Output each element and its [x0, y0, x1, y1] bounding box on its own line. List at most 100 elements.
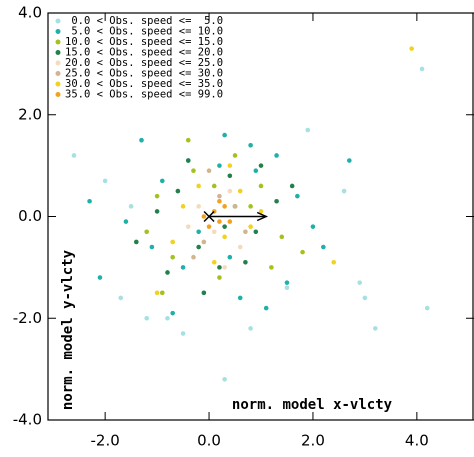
- point: [170, 254, 175, 260]
- point: [217, 219, 222, 224]
- point: [279, 234, 285, 240]
- point: [201, 239, 207, 245]
- point: [222, 377, 227, 382]
- point: [154, 209, 160, 214]
- point: [263, 305, 269, 311]
- point: [274, 198, 279, 204]
- legend-marker: [55, 71, 61, 76]
- legend-marker: [55, 92, 61, 97]
- point: [180, 331, 186, 336]
- point: [232, 153, 238, 158]
- point: [211, 229, 217, 235]
- point: [185, 158, 191, 163]
- point: [71, 153, 77, 158]
- point: [159, 178, 165, 184]
- point: [139, 137, 144, 143]
- arrow-head: [256, 211, 269, 222]
- legend-label: 15.0 < Obs. speed <= 20.0: [65, 47, 223, 59]
- legend-label: 25.0 < Obs. speed <= 30.0: [65, 68, 223, 80]
- point: [102, 178, 108, 184]
- legend-label: 0.0 < Obs. speed <= 5.0: [65, 15, 223, 27]
- point: [237, 244, 243, 250]
- point: [295, 193, 300, 199]
- point: [341, 188, 347, 194]
- point: [217, 198, 222, 204]
- point: [274, 153, 279, 158]
- point: [243, 229, 248, 235]
- point: [217, 265, 222, 270]
- legend-marker: [55, 81, 61, 87]
- point: [243, 259, 248, 265]
- point: [258, 183, 264, 189]
- point: [175, 188, 181, 194]
- point: [165, 270, 170, 275]
- point: [372, 326, 378, 331]
- point: [321, 244, 326, 250]
- legend-label: 35.0 < Obs. speed <= 99.0: [65, 89, 223, 101]
- point: [419, 66, 425, 72]
- y-tick-label: 0.0: [18, 207, 42, 225]
- point: [144, 229, 150, 235]
- point: [289, 183, 295, 189]
- point: [248, 224, 253, 229]
- x-tick-label: 2.0: [301, 432, 325, 450]
- point: [227, 188, 233, 194]
- legend-label: 20.0 < Obs. speed <= 25.0: [65, 57, 223, 69]
- point: [196, 204, 201, 209]
- y-axis-title: norm. model y-vlcty: [60, 249, 76, 410]
- point: [180, 204, 186, 209]
- point: [424, 305, 430, 311]
- point: [409, 46, 414, 51]
- point: [185, 137, 191, 143]
- legend-label: 5.0 < Obs. speed <= 10.0: [65, 26, 223, 38]
- point: [284, 285, 290, 291]
- point: [248, 204, 253, 209]
- y-tick-label: -4.0: [13, 411, 42, 429]
- point: [206, 168, 212, 174]
- point: [191, 168, 196, 174]
- point: [149, 244, 155, 250]
- point: [144, 315, 150, 321]
- point: [258, 163, 264, 168]
- point: [227, 173, 233, 179]
- point: [331, 259, 337, 265]
- y-tick-label: 2.0: [18, 105, 42, 123]
- point: [128, 204, 134, 209]
- point: [248, 142, 253, 148]
- x-tick-label: -2.0: [91, 432, 120, 450]
- point: [191, 254, 196, 260]
- point: [123, 219, 129, 224]
- point: [196, 244, 201, 250]
- point: [227, 254, 233, 260]
- legend-marker: [55, 18, 61, 24]
- point: [300, 249, 305, 255]
- legend-marker: [55, 29, 61, 34]
- point: [170, 310, 175, 316]
- point: [201, 214, 207, 219]
- legend-label: 10.0 < Obs. speed <= 15.0: [65, 36, 223, 48]
- point: [206, 224, 212, 229]
- point: [185, 224, 191, 229]
- point: [253, 168, 259, 174]
- point: [253, 229, 259, 235]
- point: [248, 326, 253, 331]
- point: [217, 163, 222, 168]
- point: [217, 275, 222, 280]
- legend-marker: [55, 60, 61, 66]
- legend-label: 30.0 < Obs. speed <= 35.0: [65, 78, 223, 90]
- point: [222, 204, 227, 209]
- point: [211, 183, 217, 189]
- point: [87, 198, 92, 204]
- point: [227, 163, 233, 168]
- x-axis-title: norm. model x-vlcty: [232, 397, 393, 413]
- plot-area: [71, 46, 430, 382]
- point: [196, 183, 201, 189]
- x-tick-label: 0.0: [197, 432, 221, 450]
- point: [97, 275, 103, 280]
- point: [305, 127, 311, 133]
- y-tick-label: -2.0: [13, 309, 42, 327]
- point: [222, 132, 227, 138]
- x-tick-label: 4.0: [405, 432, 429, 450]
- legend-marker: [55, 50, 61, 55]
